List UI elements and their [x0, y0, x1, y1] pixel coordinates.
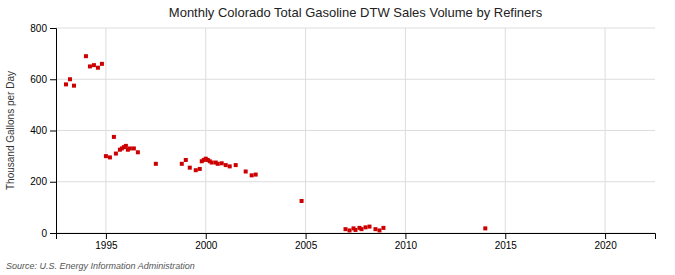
grid-line: [305, 28, 306, 233]
point: [220, 161, 224, 165]
grid-line: [56, 79, 655, 80]
x-tick: 2020: [594, 233, 617, 251]
point: [114, 152, 118, 156]
point: [68, 77, 72, 81]
y-tick-mark: [50, 131, 56, 132]
point: [112, 135, 116, 139]
x-tick-mark: [206, 233, 207, 239]
point: [363, 225, 367, 229]
plot-area: 1995 2000 2005 2010 2015 2020 0 200 400 600 800: [30, 23, 655, 251]
point: [84, 54, 88, 58]
grid-line: [56, 181, 655, 182]
grid-line: [56, 28, 655, 29]
grid-line: [505, 28, 506, 233]
x-axis-line: [57, 234, 656, 240]
y-tick-mark: [50, 182, 56, 183]
point: [354, 228, 358, 232]
y-tick: 800: [30, 23, 56, 34]
point: [483, 226, 487, 230]
x-tick-mark: [505, 233, 506, 239]
grid-line: [56, 130, 655, 131]
point: [100, 62, 104, 66]
x-tick-label: 2000: [195, 240, 218, 251]
point: [367, 225, 371, 229]
x-tick-label: 2010: [395, 240, 418, 251]
point: [124, 144, 128, 148]
y-tick-label: 800: [30, 23, 47, 34]
x-axis: 1995 2000 2005 2010 2015 2020: [57, 233, 656, 251]
y-tick-label: 400: [30, 125, 47, 136]
point: [92, 63, 96, 67]
y-tick: 400: [30, 125, 56, 136]
point: [88, 64, 92, 68]
y-tick-label: 200: [30, 176, 47, 187]
y-tick-mark: [50, 28, 56, 29]
grid-line: [105, 28, 106, 233]
point: [373, 227, 377, 231]
y-tick: 200: [30, 176, 56, 187]
y-tick: 600: [30, 74, 56, 85]
y-tick-label: 600: [30, 74, 47, 85]
y-tick-mark: [50, 79, 56, 80]
point: [72, 84, 76, 88]
point: [136, 150, 140, 154]
x-tick: 2000: [195, 233, 218, 251]
chart: 1995 2000 2005 2010 2015 2020 0 200 400 600 800 Mon…: [0, 0, 675, 275]
y-axis-title: Thousand Gallons per Day: [5, 71, 16, 190]
point: [381, 226, 385, 230]
point: [250, 173, 254, 177]
x-tick: 1995: [95, 233, 118, 251]
x-tick: 2010: [395, 233, 418, 251]
grid-line: [605, 28, 606, 233]
point: [228, 164, 232, 168]
y-axis: 0 200 400 600 800: [30, 23, 56, 239]
point: [244, 170, 248, 174]
point: [359, 227, 363, 231]
x-tick-mark: [405, 233, 406, 239]
point: [104, 154, 108, 158]
point: [194, 168, 198, 172]
point: [132, 146, 136, 150]
point: [64, 82, 68, 86]
y-tick-label: 0: [41, 228, 47, 239]
x-tick-label: 2015: [495, 240, 518, 251]
x-tick-label: 2020: [594, 240, 617, 251]
point: [344, 227, 348, 231]
x-tick: 2015: [495, 233, 518, 251]
point: [188, 166, 192, 170]
title: Monthly Colorado Total Gasoline DTW Sale…: [169, 5, 543, 20]
x-tick-mark: [106, 233, 107, 239]
point: [128, 146, 132, 150]
x-tick: 2005: [295, 233, 318, 251]
grid-line: [205, 28, 206, 233]
grid-line: [405, 28, 406, 233]
point: [300, 199, 304, 203]
point: [234, 163, 238, 167]
y-tick-mark: [50, 233, 56, 234]
point: [377, 228, 381, 232]
y-tick: 0: [41, 228, 56, 239]
point: [216, 162, 220, 166]
point: [348, 228, 352, 232]
points: [64, 54, 487, 232]
annotation: Source: U.S. Energy Information Administ…: [6, 261, 195, 271]
x-tick-label: 2005: [295, 240, 318, 251]
x-tick-mark: [605, 233, 606, 239]
point: [180, 162, 184, 166]
grid: [56, 28, 655, 233]
x-tick-label: 1995: [95, 240, 118, 251]
point: [198, 167, 202, 171]
point: [96, 66, 100, 70]
point: [224, 163, 228, 167]
y-axis-line: [50, 29, 57, 234]
point: [210, 161, 214, 165]
point: [184, 158, 188, 162]
point: [154, 162, 158, 166]
x-tick-mark: [306, 233, 307, 239]
point: [254, 173, 258, 177]
point: [108, 155, 112, 159]
